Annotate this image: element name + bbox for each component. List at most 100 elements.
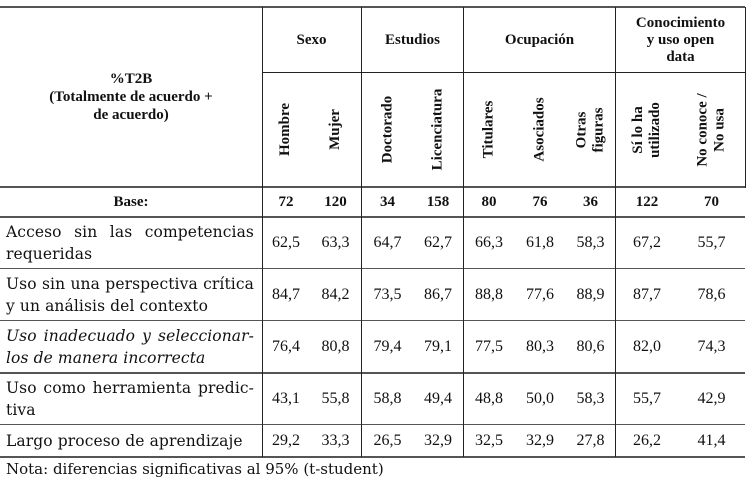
row-label-line: Acceso sin las competencias	[6, 223, 254, 241]
table-cell: 26,5	[373, 431, 402, 449]
table-cell: 58,8	[373, 390, 402, 407]
table-cell: 80,3	[526, 337, 554, 355]
group-label-line: y uso open	[646, 31, 715, 48]
table-cell: 42,9	[697, 390, 726, 407]
table-cell: 78,6	[697, 285, 726, 303]
table-cell: 77,6	[526, 285, 554, 303]
base-value: 70	[704, 193, 719, 210]
column-label-line: utilizado	[647, 101, 663, 158]
table-cell: 32,5	[475, 431, 503, 449]
table-cell: 43,1	[272, 390, 300, 407]
column-label: Titulares	[480, 100, 497, 159]
corner-header-line3: de acuerdo)	[93, 107, 169, 123]
row-rule-3	[0, 372, 745, 374]
column-label: Sí lo ha utilizado	[630, 102, 664, 158]
table-bottom-rule	[0, 456, 745, 458]
group-header-estudios: Estudios	[362, 8, 463, 72]
group-label: Ocupación	[504, 31, 575, 48]
column-label-line: No conoce /	[694, 92, 711, 167]
table-cell: 80,8	[321, 337, 350, 355]
table-cell: 27,8	[576, 431, 605, 449]
row-rule-4	[0, 424, 745, 425]
table-cell: 55,7	[697, 234, 726, 251]
table-cell: 88,9	[576, 285, 605, 303]
table-cell: 74,3	[697, 337, 726, 355]
table-cell: 48,8	[475, 390, 503, 407]
table-cell: 76,4	[272, 337, 300, 355]
group-label: Estudios	[384, 31, 441, 48]
base-label-text: Base:	[113, 193, 149, 210]
group-header-rule	[262, 72, 745, 73]
table-cell: 55,8	[321, 390, 350, 407]
table-right-border	[745, 7, 746, 188]
table-cell: 32,9	[526, 431, 554, 449]
table-cell: 79,4	[373, 337, 402, 355]
column-header-asociados: Asociados	[514, 73, 566, 186]
column-header-mujer: Mujer	[310, 73, 361, 186]
table-cell: 79,1	[424, 337, 452, 355]
table-cell: 33,3	[321, 431, 350, 449]
column-label: Licenciatura	[429, 88, 446, 171]
table-cell: 73,5	[373, 285, 402, 303]
group-label: Sexo	[296, 31, 327, 48]
column-label: Hombre	[277, 102, 294, 157]
column-header-no-conoce-no-usa: No conoce / No usa	[678, 73, 745, 186]
table-cell: 29,2	[272, 431, 300, 449]
label-column-divider	[262, 7, 263, 457]
table-cell: 86,7	[424, 285, 452, 303]
column-header-si-lo-ha-utilizado: Sí lo ha utilizado	[616, 73, 678, 186]
table-cell: 67,2	[633, 234, 661, 251]
group-label-line: Conocimiento	[635, 14, 726, 31]
table-cell: 62,7	[424, 234, 452, 251]
base-value: 122	[635, 193, 659, 210]
row-label-line: y un análisis del contexto	[6, 296, 209, 315]
row-rule-1	[0, 268, 745, 269]
table-cell: 82,0	[633, 337, 661, 355]
ocupacion-conocimiento-divider	[615, 7, 616, 457]
column-label-line: figuras	[590, 107, 607, 152]
table-cell: 64,7	[373, 234, 402, 251]
group-header-ocupacion: Ocupación	[464, 8, 615, 72]
group-header-sexo: Sexo	[262, 8, 361, 72]
column-label: Asociados	[531, 97, 548, 162]
row-label: Acceso sin las competencias requeridas	[6, 218, 254, 268]
row-label-line: Largo proceso de aprendizaje	[6, 431, 243, 450]
base-value: 80	[481, 193, 497, 210]
base-label: Base:	[0, 188, 262, 216]
group-label-line: data	[666, 48, 695, 65]
corner-header-line1: %T2B	[109, 71, 153, 87]
table-cell: 80,6	[576, 337, 605, 355]
table-cell: 49,4	[424, 390, 452, 407]
row-label-line: Uso como herramienta predic-	[6, 379, 254, 397]
table-cell: 87,7	[633, 285, 661, 303]
row-rule-2	[0, 320, 745, 321]
table-cell: 55,7	[633, 390, 661, 407]
corner-header-line2: (Totalmente de acuerdo +	[49, 89, 213, 105]
base-value: 158	[426, 193, 450, 210]
table-top-rule	[0, 6, 745, 8]
row-label: Uso como herramienta predic-tiva	[6, 374, 254, 424]
column-label-line: Sí lo ha	[630, 105, 646, 154]
column-label: Otras figuras	[574, 107, 608, 152]
column-header-doctorado: Doctorado	[362, 73, 413, 186]
table-cell: 50,0	[526, 390, 554, 407]
sexo-estudios-divider	[361, 7, 362, 457]
table-cell: 84,2	[321, 285, 350, 303]
table-cell: 77,5	[475, 337, 503, 355]
row-label-line: tiva	[6, 401, 36, 419]
column-label: No conoce / No usa	[695, 93, 729, 166]
column-header-licenciatura: Licenciatura	[413, 73, 463, 186]
column-label: Doctorado	[379, 95, 395, 164]
row-label-line: Uso inadecuado y seleccionar-	[6, 326, 254, 345]
table-cell: 32,9	[424, 431, 452, 449]
corner-header: %T2B (Totalmente de acuerdo + de acuerdo…	[0, 8, 262, 186]
table-note: Nota: diferencias significativas al 95% …	[6, 460, 384, 478]
row-label: Largo proceso de aprendizaje	[6, 425, 254, 456]
table-cell: 84,7	[272, 285, 300, 303]
table-cell: 58,3	[576, 390, 605, 407]
table-cell: 41,4	[697, 431, 726, 449]
base-bottom-rule	[0, 216, 745, 218]
column-header-otras-figuras: Otras figuras	[566, 73, 615, 186]
base-value: 36	[583, 193, 598, 210]
table-cell: 26,2	[633, 431, 661, 449]
